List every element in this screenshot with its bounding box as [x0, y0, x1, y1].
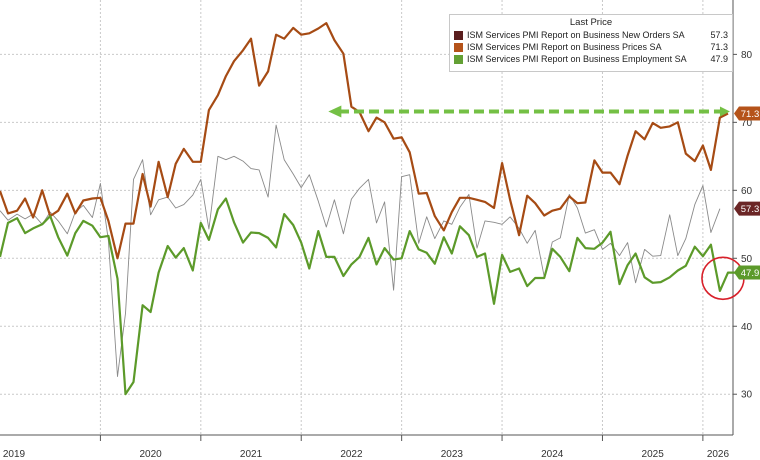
y-tick-label: 50	[741, 254, 753, 265]
series-line-employment	[0, 197, 736, 396]
x-tick-label: 2019	[3, 449, 26, 460]
legend-item-prices: ISM Services PMI Report on Business Pric…	[450, 41, 732, 53]
legend-value-prices: 71.3	[710, 42, 728, 52]
legend-label-new-orders: ISM Services PMI Report on Business New …	[467, 30, 685, 40]
legend-swatch-new-orders	[454, 30, 463, 40]
x-tick-label: 2025	[642, 449, 665, 460]
legend-value-employment: 47.9	[710, 54, 728, 64]
badge-label-new-orders: 57.3	[741, 204, 760, 215]
series-line-new-orders	[0, 124, 721, 377]
badge-employment	[734, 265, 760, 280]
x-tick-label: 2020	[139, 449, 162, 460]
badge-label-employment: 47.9	[741, 268, 760, 279]
x-tick-label: 2024	[541, 449, 564, 460]
y-tick-label: 70	[741, 118, 753, 129]
legend-label-prices: ISM Services PMI Report on Business Pric…	[467, 42, 662, 52]
gridlines	[0, 0, 733, 435]
annotation-circle	[701, 256, 745, 301]
x-axis: 2019 2020 2021 2022 2023 2024 2025 2026	[0, 434, 733, 460]
badge-prices	[734, 106, 760, 121]
x-tick-label: 2023	[441, 449, 464, 460]
legend-item-new-orders: ISM Services PMI Report on Business New …	[450, 29, 732, 41]
y-tick-label: 80	[741, 50, 753, 61]
y-tick-label: 40	[741, 322, 753, 333]
series-line-prices	[0, 22, 729, 260]
last-value-badges: 57.3 71.3 47.9	[734, 106, 760, 280]
x-tick-label: 2026	[707, 449, 730, 460]
y-axis: 30 40 50 60 70 80	[732, 0, 753, 435]
legend-swatch-prices	[454, 42, 463, 52]
legend-swatch-employment	[454, 54, 463, 64]
badge-new-orders	[734, 201, 760, 216]
annotation-arrow-head	[328, 105, 342, 118]
badge-label-prices: 71.3	[741, 109, 760, 120]
y-tick-label: 30	[741, 390, 753, 401]
x-tick-label: 2022	[340, 449, 363, 460]
legend-item-employment: ISM Services PMI Report on Business Empl…	[450, 53, 732, 65]
legend-label-employment: ISM Services PMI Report on Business Empl…	[467, 54, 687, 64]
legend: Last Price ISM Services PMI Report on Bu…	[449, 14, 733, 72]
series-lines	[0, 22, 736, 396]
legend-value-new-orders: 57.3	[710, 30, 728, 40]
y-tick-label: 60	[741, 186, 753, 197]
annotation-arrow-tail	[719, 106, 730, 117]
legend-title: Last Price	[569, 17, 613, 28]
x-tick-label: 2021	[240, 449, 263, 460]
